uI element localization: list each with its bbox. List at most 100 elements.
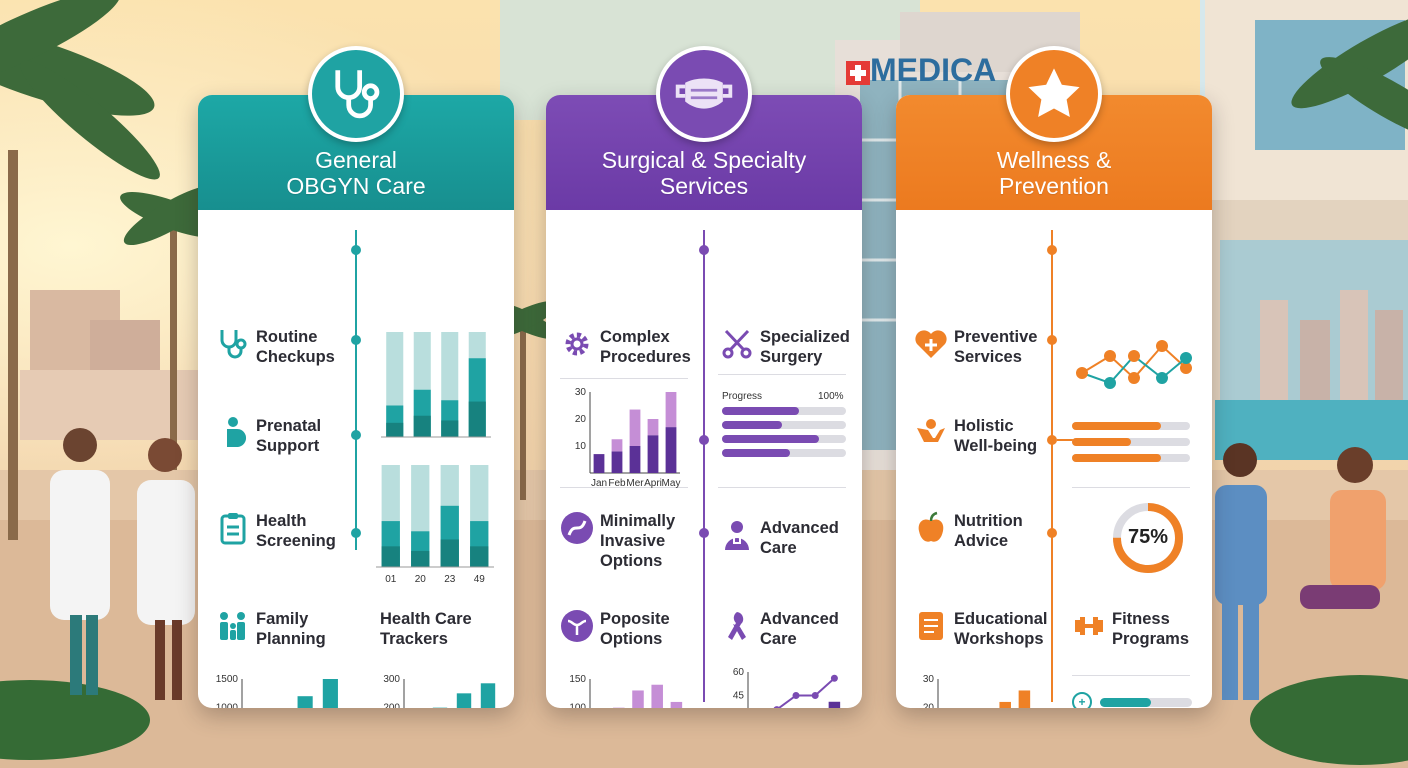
y-tick-label: 60: [733, 667, 745, 678]
timeline-node: [699, 245, 709, 255]
item-label: Family Planning: [256, 610, 326, 648]
progress-bar-fill: [1072, 454, 1161, 462]
ribbon-icon: [728, 612, 746, 640]
pregnant-woman-icon: [227, 417, 247, 447]
timeline-node: [351, 245, 361, 255]
service-routine-checkups[interactable]: Routine Checkups: [216, 327, 335, 367]
service-advanced-care-2[interactable]: Advanced Care: [720, 609, 839, 649]
service-family-planning[interactable]: Family Planning: [216, 609, 326, 649]
service-minimally-invasive[interactable]: Minimally Invasive Options: [560, 511, 675, 571]
timeline-line: [355, 230, 357, 550]
service-nutrition-advice[interactable]: Nutrition Advice: [914, 511, 1023, 551]
x-tick-label: 20: [415, 574, 427, 585]
bar-segment: [647, 419, 659, 436]
star-badge: [1006, 46, 1102, 142]
apple-icon: [918, 511, 944, 542]
bar-chart: 102030JenFebMarMarMay: [923, 674, 1031, 708]
service-holistic-wellbeing[interactable]: Holistic Well-being: [914, 416, 1037, 456]
bar-segment: [413, 415, 431, 437]
wellness-card-body: Preventive Services Holistic Well-being …: [896, 210, 1212, 708]
progress-bars: [722, 407, 846, 463]
bar-segment: [611, 439, 623, 452]
x-tick-label: 49: [474, 574, 486, 585]
x-tick-label: Feb: [608, 478, 626, 489]
bar-segment: [665, 427, 677, 473]
item-label: Educational Workshops: [954, 610, 1048, 648]
item-label: Health Screening: [256, 512, 336, 550]
gear-icon: [565, 332, 589, 356]
progress-bar: [722, 421, 846, 429]
card-title: Wellness & Prevention: [996, 147, 1112, 199]
y-tick-label: 20: [575, 414, 587, 425]
obgyn-card-header: General OBGYN Care: [198, 95, 514, 210]
people-illustration: [50, 428, 1386, 700]
bar: [828, 701, 841, 708]
progress-bar-fill: [1100, 697, 1151, 707]
service-specialized-surgery[interactable]: Specialized Surgery: [720, 327, 850, 367]
timeline-node: [1047, 245, 1057, 255]
wellness-prevention-card: Wellness & Prevention Preventive Service…: [896, 95, 1212, 708]
donut-arc: [1113, 503, 1183, 573]
y-tick-label: 30: [575, 387, 587, 398]
donut-label: 75%: [1127, 526, 1169, 548]
family-icon: [220, 612, 245, 640]
bar-segment: [468, 401, 486, 437]
stacked-chart-top: [381, 332, 491, 438]
bar: [1018, 690, 1031, 708]
y-tick-label: 150: [569, 674, 586, 685]
y-tick-label: 20: [923, 703, 935, 708]
service-health-care-trackers[interactable]: Health Care Trackers: [380, 609, 472, 649]
x-tick-label: May: [662, 478, 681, 489]
y-tick-label: 200: [383, 703, 400, 708]
progress-bar-fill: [1072, 422, 1161, 430]
item-label: Holistic Well-being: [954, 417, 1038, 455]
service-prenatal-support[interactable]: Prenatal Support: [216, 416, 321, 456]
item-label: Prenatal Support: [256, 417, 322, 455]
timeline-line: [703, 230, 705, 702]
timeline-node: [1047, 528, 1057, 538]
doctor-icon: [725, 521, 749, 550]
item-label: Preventive Services: [954, 328, 1038, 366]
bar-segment: [611, 451, 623, 473]
y-tick-label: 300: [383, 674, 400, 685]
item-label: Advanced Care: [760, 610, 839, 648]
service-complex-procedures[interactable]: Complex Procedures: [560, 327, 691, 367]
x-tick-label: Jan: [591, 478, 607, 489]
bar: [480, 683, 496, 708]
y-tick-label: 100: [569, 703, 586, 708]
hospital-sign: MEDICA: [870, 52, 996, 88]
service-educational-workshops[interactable]: Educational Workshops: [914, 609, 1048, 649]
progress-bar: [722, 407, 846, 415]
service-advanced-care[interactable]: Advanced Care: [720, 518, 839, 558]
bar-segment: [381, 546, 400, 567]
plus-icon: +: [1072, 692, 1092, 708]
y-tick-label: 30: [923, 674, 935, 685]
y-tick-label: 45: [733, 691, 745, 702]
service-preventive-services[interactable]: Preventive Services: [914, 327, 1037, 367]
progress-bar-fill: [722, 435, 819, 443]
timeline-node: [699, 528, 709, 538]
service-poposite-options[interactable]: Poposite Options: [560, 609, 670, 649]
y-tick-label: 10: [575, 441, 587, 452]
mask-badge: [656, 46, 752, 142]
service-health-screening[interactable]: Health Screening: [216, 511, 336, 551]
stacked-chart-mid: 01 20 23 49: [376, 465, 494, 585]
x-tick-label: Apri: [644, 478, 662, 489]
service-fitness-programs[interactable]: Fitness Programs: [1072, 609, 1189, 649]
separator: [1072, 675, 1190, 676]
progress-bars-top: [1072, 422, 1190, 470]
stethoscope-icon: [335, 70, 380, 119]
uterus-icon: [561, 610, 593, 642]
y-tick-label: 1500: [216, 674, 239, 685]
progress-bar-fill: [722, 421, 782, 429]
trend-point: [792, 692, 800, 699]
progress-bar: [1072, 438, 1190, 446]
progress-title: Progress: [722, 391, 763, 402]
card-title: General OBGYN Care: [286, 147, 426, 199]
trend-point: [773, 706, 780, 708]
item-label: Poposite Options: [600, 610, 670, 648]
x-tick-label: 23: [444, 574, 456, 585]
bar: [297, 696, 313, 708]
hands-icon: [917, 419, 945, 442]
